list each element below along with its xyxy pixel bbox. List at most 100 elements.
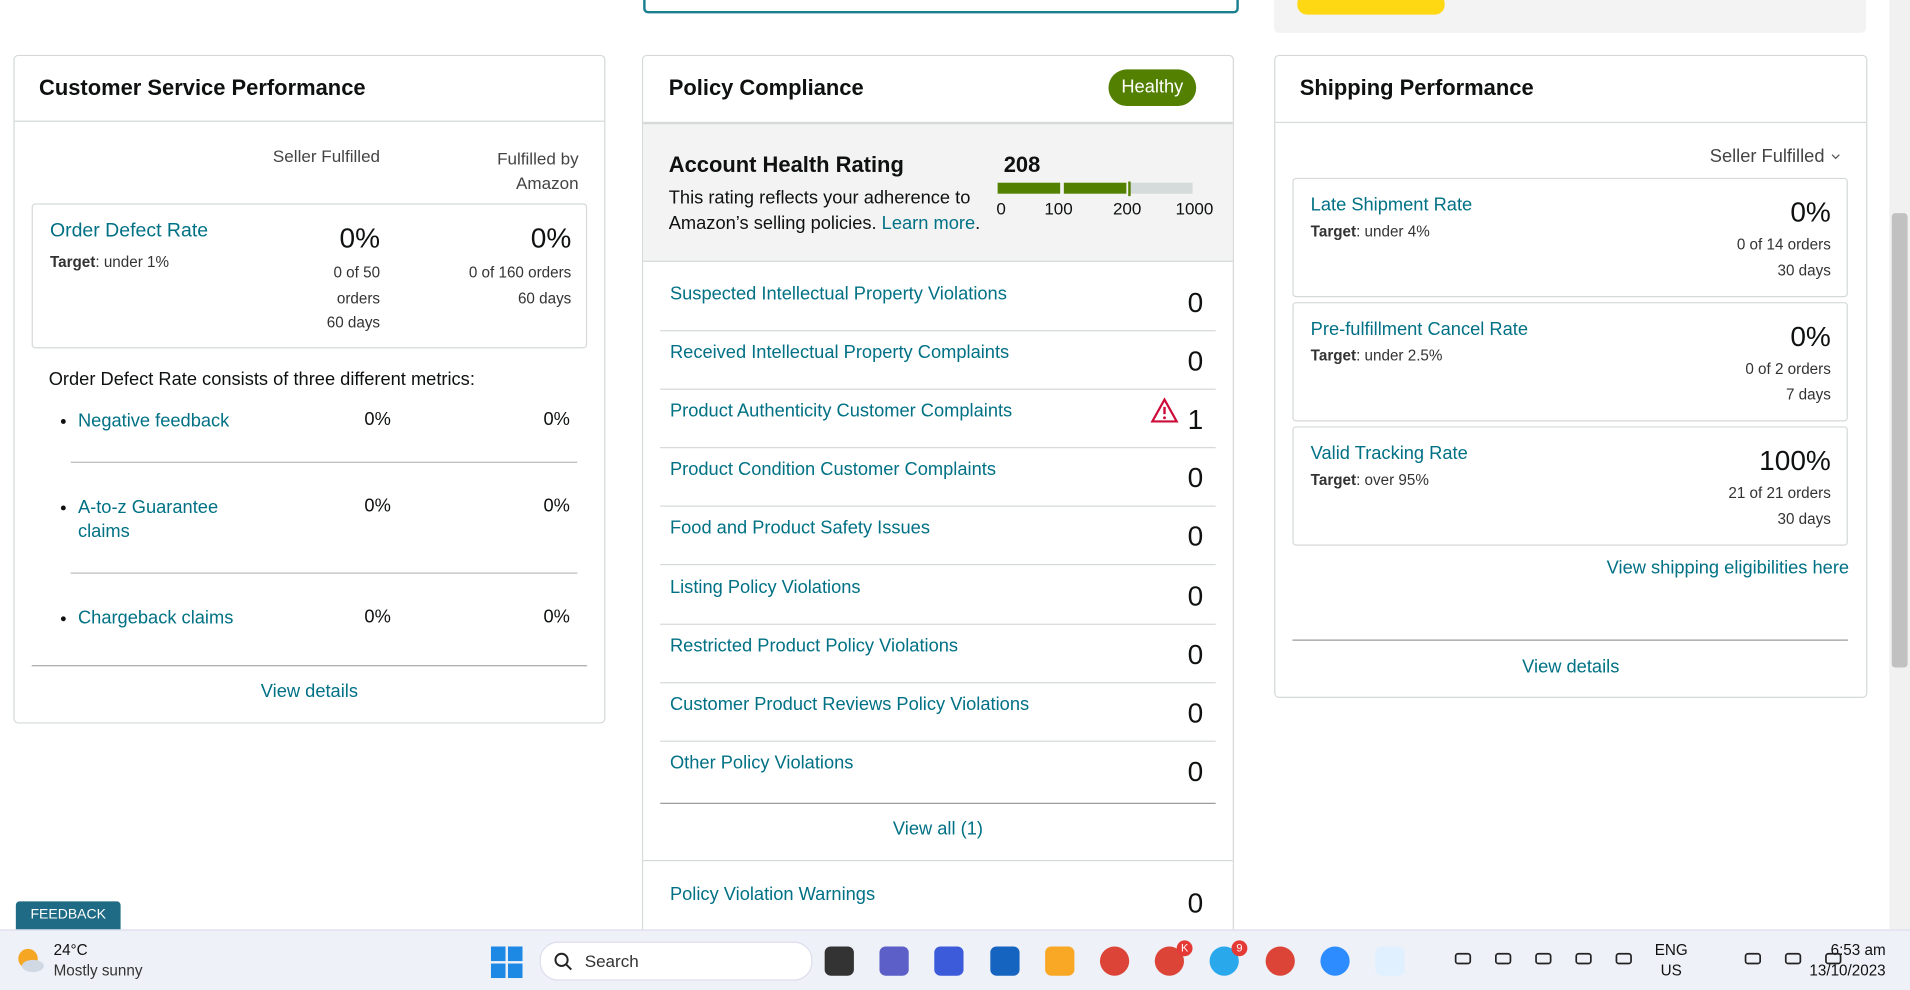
period: 60 days xyxy=(517,289,572,307)
view-details[interactable]: View details xyxy=(260,680,358,702)
row-count: 0 xyxy=(1187,579,1204,611)
top-box xyxy=(643,0,1239,14)
app-icon[interactable] xyxy=(1375,946,1405,976)
metric-name[interactable]: A-to-z Guarantee claims xyxy=(77,496,219,543)
separator xyxy=(70,461,578,463)
tick-label: 100 xyxy=(1044,199,1072,218)
metric-name[interactable]: Pre-fulfillment Cancel Rate xyxy=(1310,319,1529,340)
row-count: 0 xyxy=(1187,344,1204,377)
region[interactable]: US xyxy=(1660,962,1682,980)
tray-icon[interactable] xyxy=(1574,949,1593,972)
row-label[interactable]: Policy Violation Warnings xyxy=(669,884,876,906)
tray-icon[interactable] xyxy=(1783,949,1802,972)
rating-score: 208 xyxy=(1003,152,1041,177)
odr-box: Order Defect Rate Target: under 1% 0% 0 … xyxy=(31,203,588,349)
intro: Order Defect Rate consists of three diff… xyxy=(48,369,475,390)
tray-icon[interactable] xyxy=(1453,949,1472,972)
search-icon xyxy=(554,952,572,971)
app-icon[interactable] xyxy=(934,946,965,976)
metric-name[interactable]: Negative feedback xyxy=(77,410,230,432)
card-title: Policy Compliance xyxy=(668,75,864,100)
date[interactable]: 13/10/2023 xyxy=(1809,962,1886,980)
row-label[interactable]: Suspected Intellectual Property Violatio… xyxy=(669,283,1007,305)
weather: Mostly sunny xyxy=(53,962,143,980)
description: This rating reflects your adherence to A… xyxy=(668,187,971,234)
separator xyxy=(660,740,1216,742)
feedback-tab[interactable]: FEEDBACK ✕ xyxy=(15,901,121,950)
row-label[interactable]: Customer Product Reviews Policy Violatio… xyxy=(669,693,1030,715)
odr-seller: 0% 0 of 50 orders 60 days xyxy=(277,221,381,335)
app-icon[interactable] xyxy=(1044,946,1075,976)
scroll-thumb[interactable] xyxy=(1891,213,1908,668)
target-line: Target: under 4% xyxy=(1311,223,1430,240)
target-line: Target: under 2.5% xyxy=(1311,347,1443,364)
separator xyxy=(660,330,1216,332)
metric-name[interactable]: Chargeback claims xyxy=(77,607,234,629)
rating-panel: Account Health Rating 208 This rating re… xyxy=(643,121,1233,262)
rating-desc: This rating reflects your adherence to A… xyxy=(669,185,986,236)
learn-more[interactable]: Learn more xyxy=(881,213,976,234)
metric-fba: 0% xyxy=(543,606,570,628)
app-icon[interactable] xyxy=(989,946,1020,976)
target: : over 95% xyxy=(1356,471,1429,489)
filter-dropdown[interactable]: Seller Fulfilled xyxy=(1580,146,1842,167)
metric-value: 0% xyxy=(1790,196,1831,228)
feedback: FEEDBACK xyxy=(30,907,106,923)
row-label[interactable]: Product Authenticity Customer Complaints xyxy=(669,400,1013,422)
tray-icon[interactable] xyxy=(1614,949,1633,972)
metric-seller: 0% xyxy=(364,409,391,430)
row-count: 0 xyxy=(1187,637,1204,670)
search-box[interactable]: Search xyxy=(539,941,813,981)
app-icon[interactable] xyxy=(1320,946,1350,976)
shipping-card: Shipping Performance Seller Fulfilled Vi… xyxy=(1274,54,1868,698)
row-label[interactable]: Product Condition Customer Complaints xyxy=(669,459,996,481)
separator xyxy=(660,564,1216,566)
target: : under 4% xyxy=(1356,222,1430,240)
metric-period: 7 days xyxy=(1785,386,1831,404)
row-label[interactable]: Restricted Product Policy Violations xyxy=(669,635,959,657)
app-icon[interactable] xyxy=(1099,946,1130,976)
value: 0% xyxy=(339,221,381,254)
metric-value: 100% xyxy=(1759,444,1831,477)
tick-label: 1000 xyxy=(1175,199,1213,218)
eligibility-link[interactable]: View shipping eligibilities here xyxy=(1606,557,1850,579)
row-count: 0 xyxy=(1187,886,1204,919)
metric-name[interactable]: Late Shipment Rate xyxy=(1310,194,1473,216)
row-label[interactable]: Other Policy Violations xyxy=(669,752,854,774)
column-header: Seller Fulfilled xyxy=(272,146,381,166)
row-count: 0 xyxy=(1187,520,1204,553)
view-details[interactable]: View details xyxy=(1522,656,1620,678)
row-count: 0 xyxy=(1187,462,1204,494)
app-icon[interactable] xyxy=(1265,946,1295,976)
customer-service-card: Customer Service Performance Seller Fulf… xyxy=(13,54,606,724)
separator xyxy=(660,388,1216,390)
row-label[interactable]: Received Intellectual Property Complaint… xyxy=(669,342,1010,364)
tick-label: 200 xyxy=(1113,199,1141,218)
metric-name[interactable]: Order Defect Rate xyxy=(49,220,209,242)
card-title: Shipping Performance xyxy=(1299,75,1534,100)
language[interactable]: ENG xyxy=(1654,941,1688,959)
filter: Seller Fulfilled xyxy=(1709,146,1825,167)
separator xyxy=(70,572,578,574)
column-header: Fulfilled by Amazon xyxy=(497,148,579,193)
tray-icon[interactable] xyxy=(1534,949,1553,972)
time[interactable]: 6:53 am xyxy=(1830,941,1886,959)
tray-icon[interactable] xyxy=(1493,949,1512,972)
app-icon[interactable] xyxy=(879,946,909,976)
row-label[interactable]: Listing Policy Violations xyxy=(669,576,861,598)
value: 0% xyxy=(530,221,572,254)
top-button[interactable] xyxy=(1297,0,1445,15)
search-placeholder: Search xyxy=(584,951,639,971)
odr-fba: 0% 0 of 160 orders 60 days xyxy=(398,222,571,310)
app-icon[interactable] xyxy=(824,946,854,976)
tray-icon[interactable] xyxy=(1743,949,1762,972)
start-button[interactable] xyxy=(490,946,523,979)
row-count: 1 xyxy=(1187,403,1204,436)
row-label[interactable]: Food and Product Safety Issues xyxy=(669,518,930,539)
view-all[interactable]: View all (1) xyxy=(892,818,983,840)
bullet xyxy=(60,505,66,511)
metric-name[interactable]: Valid Tracking Rate xyxy=(1310,443,1468,465)
tray-icon[interactable] xyxy=(1824,949,1843,972)
period: 60 days xyxy=(326,314,381,332)
